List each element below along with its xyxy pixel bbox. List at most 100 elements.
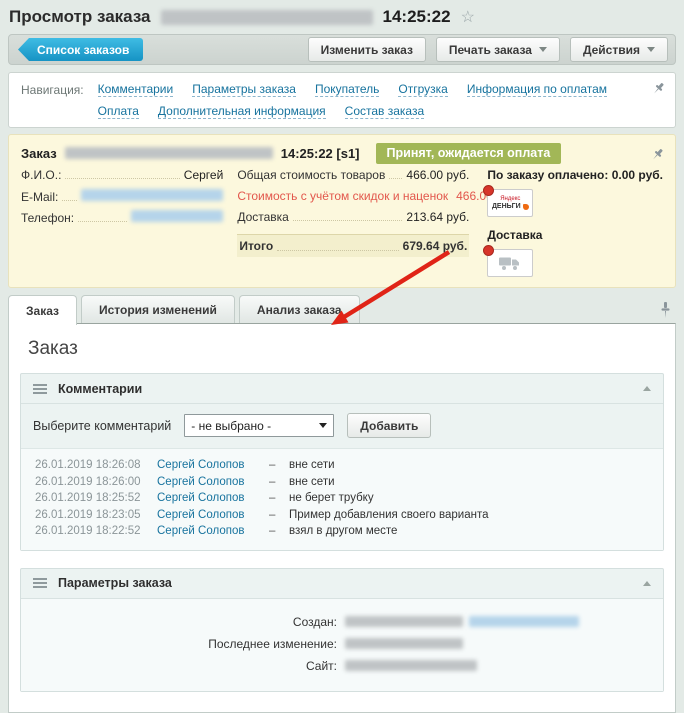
total-label: Стоимость с учётом скидок и наценок xyxy=(237,189,449,203)
redacted-created-user xyxy=(469,616,579,627)
dotted-leader xyxy=(277,242,399,251)
comment-author-link[interactable]: Сергей Солопов xyxy=(157,492,245,504)
total-row-delivery: Доставка 213.64 руб. xyxy=(237,210,469,231)
actions-label: Действия xyxy=(582,42,640,57)
grand-total-row: Итого 679.64 руб. xyxy=(237,234,470,257)
status-dot-icon xyxy=(483,245,495,256)
comment-dash: – xyxy=(269,525,276,537)
comment-select-value: - не выбрано - xyxy=(191,418,272,433)
total-value: 213.64 руб. xyxy=(406,210,470,224)
grand-total-label: Итого xyxy=(239,239,274,253)
contact-row-phone: Телефон: xyxy=(21,210,224,231)
comment-author-link[interactable]: Сергей Солопов xyxy=(157,475,245,488)
contact-label: Ф.И.О.: xyxy=(21,168,62,182)
truck-icon xyxy=(499,257,520,270)
total-label: Общая стоимость товаров xyxy=(237,168,386,182)
actions-button[interactable]: Действия xyxy=(569,37,668,62)
tab-history-label: История изменений xyxy=(98,303,217,317)
nav-link-customer[interactable]: Покупатель xyxy=(314,82,380,97)
totals-column: Общая стоимость товаров 466.00 руб. Стои… xyxy=(237,168,519,277)
yandex-money-logo: Яндекс xyxy=(500,195,521,202)
redacted-phone xyxy=(131,210,224,222)
contacts-column: Ф.И.О.: Сергей E-Mail: Телефон: xyxy=(21,168,224,277)
grand-total-value: 679.64 руб. xyxy=(402,239,468,253)
order-summary-grid: Ф.И.О.: Сергей E-Mail: Телефон: Общая ст… xyxy=(21,168,663,277)
nav-link-shipment[interactable]: Отгрузка xyxy=(398,82,448,97)
order-params-section-header: Параметры заказа xyxy=(21,569,663,599)
yandex-money-logo-line2: ДЕНЬГИ xyxy=(492,203,529,211)
drag-handle-icon[interactable] xyxy=(33,383,47,394)
edit-order-button[interactable]: Изменить заказ xyxy=(307,37,426,62)
status-dot-icon xyxy=(483,185,495,196)
tab-analysis-label: Анализ заказа xyxy=(256,303,342,317)
toolbar-actions: Изменить заказ Печать заказа Действия xyxy=(307,37,668,62)
edit-order-label: Изменить заказ xyxy=(320,42,413,57)
favorite-star-icon[interactable]: ☆ xyxy=(460,9,475,26)
comments-section-header: Комментарии xyxy=(21,374,663,404)
payment-method-box[interactable]: Яндекс ДЕНЬГИ xyxy=(483,185,534,217)
order-status-badge: Принят, ожидается оплата xyxy=(375,142,562,164)
comments-list: 26.01.2019 18:26:08 Сергей Солопов – вне… xyxy=(21,448,663,550)
comment-author-link[interactable]: Сергей Солопов xyxy=(157,525,245,537)
yandex-money-text: ДЕНЬГИ xyxy=(491,202,521,210)
comment-text: вне сети xyxy=(289,459,335,471)
navigation-links: Комментарии Параметры заказа Покупатель … xyxy=(97,82,645,119)
tab-order-analysis[interactable]: Анализ заказа xyxy=(238,295,360,324)
nav-link-order-contents[interactable]: Состав заказа xyxy=(344,104,425,119)
order-params-section: Параметры заказа Создан: Последнее измен… xyxy=(20,567,664,692)
nav-link-additional-info[interactable]: Дополнительная информация xyxy=(157,104,326,119)
nav-link-payment[interactable]: Оплата xyxy=(97,104,139,119)
dotted-leader xyxy=(62,190,78,201)
comment-author-link[interactable]: Сергей Солопов xyxy=(157,459,245,471)
param-label: Создан: xyxy=(292,614,337,629)
dotted-leader xyxy=(292,210,403,221)
comment-author-link[interactable]: Сергей Солопов xyxy=(157,508,245,521)
comment-row: 26.01.2019 18:25:52 Сергей Солопов – не … xyxy=(35,490,649,507)
tab-order[interactable]: Заказ xyxy=(8,295,77,325)
comment-row: 26.01.2019 18:26:00 Сергей Солопов – вне… xyxy=(35,474,649,491)
add-comment-button[interactable]: Добавить xyxy=(347,413,432,438)
tab-change-history[interactable]: История изменений xyxy=(80,295,235,324)
comment-date: 26.01.2019 18:22:52 xyxy=(35,525,141,537)
collapse-icon[interactable] xyxy=(643,386,651,391)
chevron-down-icon xyxy=(319,423,328,428)
nav-link-comments[interactable]: Комментарии xyxy=(97,82,174,97)
toolbar: Список заказов Изменить заказ Печать зак… xyxy=(8,34,676,65)
comment-date: 26.01.2019 18:26:00 xyxy=(35,475,141,488)
nav-link-payment-info[interactable]: Информация по оплатам xyxy=(466,82,608,97)
comment-select[interactable]: - не выбрано - xyxy=(184,414,335,437)
pin-icon[interactable] xyxy=(659,302,672,318)
param-row-site: Сайт: xyxy=(35,655,649,677)
payment-delivery-column: По заказу оплачено: 0.00 руб. Яндекс ДЕН… xyxy=(483,168,663,277)
comment-dash: – xyxy=(269,459,276,471)
contact-row-email: E-Mail: xyxy=(21,189,224,210)
pin-icon[interactable] xyxy=(651,81,666,96)
comment-date: 26.01.2019 18:25:52 xyxy=(35,492,141,504)
pin-icon[interactable] xyxy=(650,147,665,162)
order-time: 14:25:22 [s1] xyxy=(280,145,360,161)
flame-icon xyxy=(522,203,529,210)
nav-link-order-params[interactable]: Параметры заказа xyxy=(192,82,296,97)
param-row-modified: Последнее изменение: xyxy=(35,633,649,655)
redacted-email xyxy=(81,189,224,201)
redacted-order-number xyxy=(160,9,373,25)
delivery-method-box[interactable] xyxy=(483,245,534,277)
back-to-orders-button[interactable]: Список заказов xyxy=(18,38,144,61)
order-summary-panel: Заказ 14:25:22 [s1] Принят, ожидается оп… xyxy=(8,134,676,288)
comment-text: вне сети xyxy=(289,475,335,488)
order-params-body: Создан: Последнее изменение: Сайт: xyxy=(21,598,663,691)
contact-label: E-Mail: xyxy=(21,190,59,204)
comment-text: Пример добавления своего варианта xyxy=(289,508,489,521)
comment-text: взял в другом месте xyxy=(289,525,398,537)
chevron-down-icon xyxy=(647,47,655,52)
print-order-label: Печать заказа xyxy=(448,42,532,57)
dotted-leader xyxy=(78,211,128,222)
comment-add-row: Выберите комментарий - не выбрано - Доба… xyxy=(21,404,663,448)
navigation-panel: Навигация: Комментарии Параметры заказа … xyxy=(8,72,676,128)
contact-label: Телефон: xyxy=(21,211,75,225)
drag-handle-icon[interactable] xyxy=(33,578,47,588)
print-order-button[interactable]: Печать заказа xyxy=(435,37,560,62)
param-label: Сайт: xyxy=(305,658,337,673)
param-label: Последнее изменение: xyxy=(208,636,337,651)
collapse-icon[interactable] xyxy=(643,580,651,586)
